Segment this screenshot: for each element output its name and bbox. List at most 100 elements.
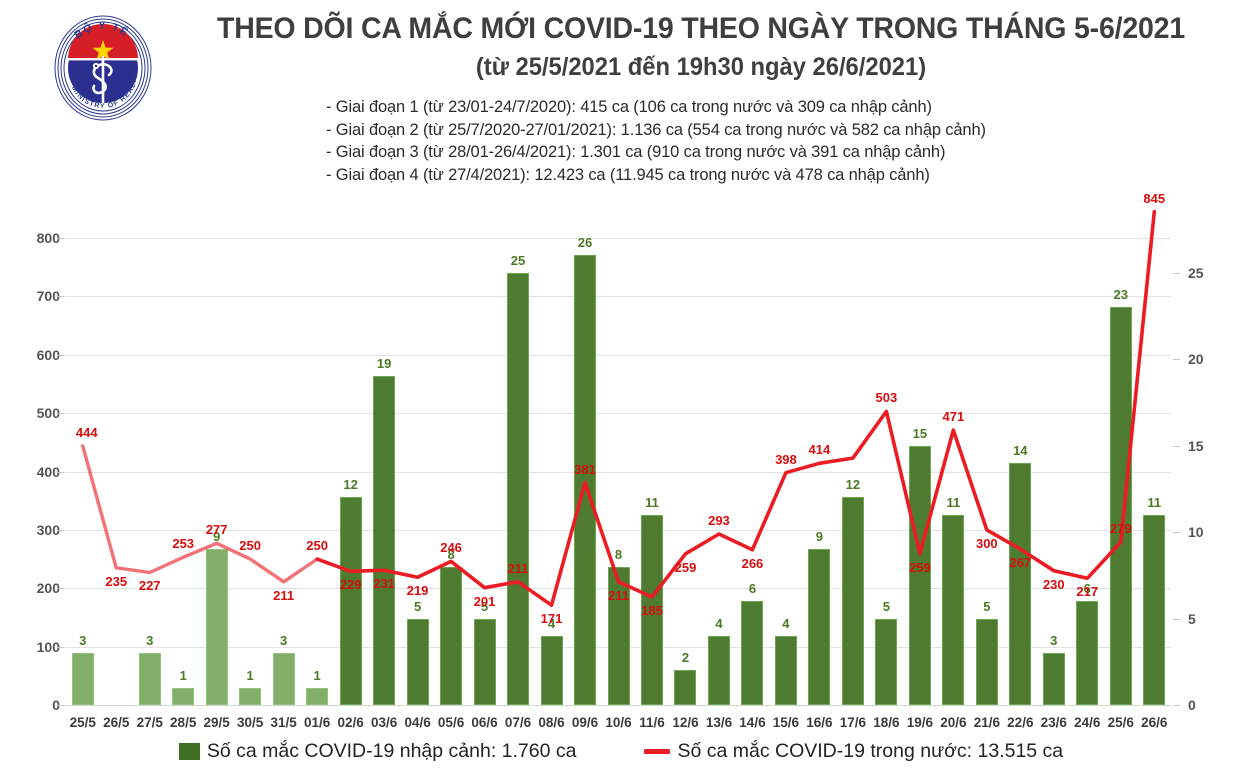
bar[interactable] xyxy=(339,497,362,705)
axis-tick-mark xyxy=(58,529,65,531)
x-axis-label: 25/5 xyxy=(69,715,96,730)
bar[interactable] xyxy=(774,635,797,705)
bar[interactable] xyxy=(172,687,195,705)
line-value-label: 217 xyxy=(1076,584,1099,600)
line-segment xyxy=(315,209,1157,608)
line-value-label: 259 xyxy=(909,559,931,575)
line-value-label: 227 xyxy=(138,578,161,594)
bar[interactable] xyxy=(205,549,228,705)
axis-tick-mark xyxy=(58,296,65,298)
gridline xyxy=(66,471,1171,473)
bar-value-label: 8 xyxy=(447,546,455,562)
bar[interactable] xyxy=(841,497,864,705)
line-value-label: 471 xyxy=(942,409,965,425)
bar[interactable] xyxy=(1143,514,1166,705)
bar-value-label: 9 xyxy=(213,529,221,545)
bar[interactable] xyxy=(540,635,563,705)
bar-value-label: 19 xyxy=(376,356,392,372)
y-axis-left-tick: 200 xyxy=(36,580,60,597)
bar[interactable] xyxy=(707,635,730,705)
bar[interactable] xyxy=(640,514,663,705)
bar-value-label: 3 xyxy=(1050,633,1058,649)
bar[interactable] xyxy=(373,376,396,705)
phase-line: - Giai đoạn 4 (từ 27/4/2021): 12.423 ca … xyxy=(326,165,930,184)
bar[interactable] xyxy=(574,255,596,705)
x-axis-label: 04/6 xyxy=(404,715,431,730)
line-segment xyxy=(80,444,319,584)
x-axis-label: 26/6 xyxy=(1141,715,1168,730)
page-title: THEO DÕI CA MẮC MỚI COVID-19 THEO NGÀY T… xyxy=(217,12,1185,45)
bar-value-label: 4 xyxy=(715,615,723,631)
y-axis-left-tick: 100 xyxy=(36,638,60,655)
legend-item-imported: Số ca mắc COVID-19 nhập cảnh: 1.760 ca xyxy=(178,740,577,763)
bar-value-label: 4 xyxy=(547,615,556,631)
bar[interactable] xyxy=(1042,653,1065,705)
line-value-label: 211 xyxy=(608,587,629,603)
line-value-label: 277 xyxy=(205,522,228,538)
bar[interactable] xyxy=(1009,462,1032,705)
line-value-label: 185 xyxy=(641,603,663,618)
phase-line: - Giai đoạn 3 (từ 28/01-26/4/2021): 1.30… xyxy=(326,143,946,161)
x-axis-label: 10/6 xyxy=(605,715,632,730)
bar-value-label: 9 xyxy=(815,529,824,545)
bar[interactable] xyxy=(440,566,463,705)
line-value-label: 444 xyxy=(75,424,98,440)
bar-value-label: 12 xyxy=(845,477,861,493)
axis-tick-mark xyxy=(58,354,65,356)
bar[interactable] xyxy=(71,653,94,705)
bar[interactable] xyxy=(674,670,697,705)
bar-value-label: 3 xyxy=(280,633,288,649)
bar-value-label: 11 xyxy=(645,494,659,510)
axis-tick-mark xyxy=(1173,359,1180,361)
axis-tick-mark xyxy=(1173,618,1180,620)
line-value-label: 253 xyxy=(172,536,195,552)
bar[interactable] xyxy=(473,618,496,705)
y-axis-right-tick: 15 xyxy=(1188,437,1204,454)
x-axis-label: 05/6 xyxy=(437,715,465,730)
bar[interactable] xyxy=(272,653,295,705)
bar[interactable] xyxy=(1076,601,1099,705)
bar[interactable] xyxy=(908,445,931,705)
y-axis-left-tick: 800 xyxy=(36,230,60,246)
bar[interactable] xyxy=(1109,307,1132,705)
bar[interactable] xyxy=(406,618,429,705)
y-axis-left-tick: 700 xyxy=(36,288,60,305)
x-axis-label: 12/6 xyxy=(672,715,699,730)
x-axis-label: 23/6 xyxy=(1040,715,1067,730)
bar-series xyxy=(0,205,1242,780)
line-value-label: 259 xyxy=(674,559,697,575)
y-axis-right-tick: 25 xyxy=(1188,264,1204,281)
x-axis-label: 26/5 xyxy=(103,715,130,730)
gridline xyxy=(66,529,1171,531)
bar-value-label: 1 xyxy=(179,667,187,683)
axis-tick-mark xyxy=(58,413,65,415)
x-axis-label: 16/6 xyxy=(806,715,833,730)
x-axis-label: 18/6 xyxy=(873,715,900,730)
bar[interactable] xyxy=(138,653,161,705)
line-value-label: 250 xyxy=(239,538,262,554)
bar[interactable] xyxy=(607,566,630,705)
line-value-label: 381 xyxy=(574,461,596,477)
bar[interactable] xyxy=(975,618,998,705)
bar-value-label: 2 xyxy=(681,650,690,666)
legend-label-imported: Số ca mắc COVID-19 nhập cảnh: 1.760 ca xyxy=(206,740,577,762)
bar[interactable] xyxy=(306,687,329,705)
bar[interactable] xyxy=(741,601,764,705)
line-value-label: 219 xyxy=(406,583,429,599)
bar[interactable] xyxy=(239,687,262,705)
line-value-label: 171 xyxy=(540,611,563,627)
bar[interactable] xyxy=(942,514,965,705)
y-axis-left-tick: 0 xyxy=(52,697,60,713)
x-axis-label: 01/6 xyxy=(303,715,331,730)
y-axis-right-tick: 0 xyxy=(1188,697,1196,713)
bar[interactable] xyxy=(875,618,898,705)
x-axis-label: 08/6 xyxy=(538,715,565,730)
bar[interactable] xyxy=(507,272,530,705)
bar-value-label: 15 xyxy=(912,425,928,441)
bar[interactable] xyxy=(808,549,831,705)
bar-value-label: 3 xyxy=(79,633,87,649)
x-axis-label: 29/5 xyxy=(203,715,230,730)
x-axis-label: 25/6 xyxy=(1107,715,1134,730)
line-value-label: 279 xyxy=(1109,521,1132,537)
